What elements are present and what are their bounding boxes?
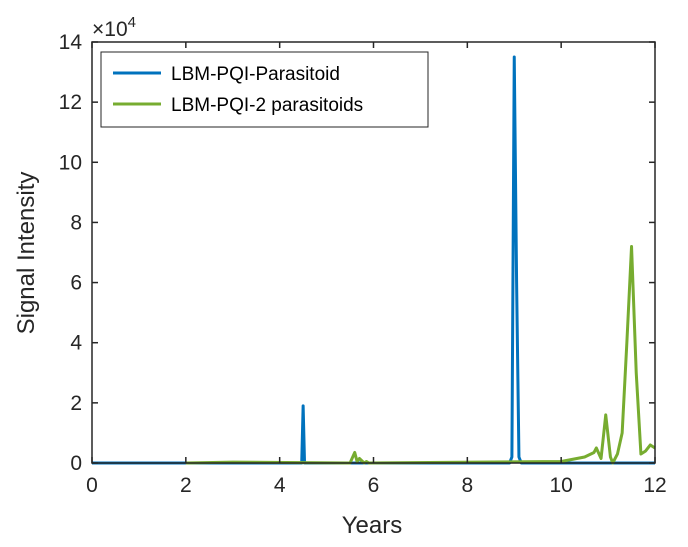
svg-text:×104: ×104 — [92, 14, 136, 41]
y-tick-label: 14 — [59, 31, 83, 54]
y-tick-label: 2 — [70, 392, 82, 415]
y-tick-label: 6 — [70, 272, 82, 295]
x-tick-label: 0 — [86, 474, 98, 497]
ticks-layer: 0 2 4 6 8 10 12 0 2 4 6 8 10 12 14 — [59, 31, 667, 497]
y-multiplier-exponent: 4 — [128, 14, 136, 31]
y-tick-label: 0 — [70, 452, 82, 475]
y-tick-label: 8 — [70, 211, 82, 234]
legend-label-2-parasitoids: LBM-PQI-2 parasitoids — [171, 95, 363, 116]
x-tick-label: 8 — [461, 474, 473, 497]
x-tick-label: 2 — [180, 474, 192, 497]
y-axis-label: Signal Intensity — [13, 172, 40, 335]
x-axis-label: Years — [342, 512, 403, 539]
x-tick-label: 4 — [274, 474, 286, 497]
series-line-2 — [185, 244, 656, 465]
legend: LBM-PQI-Parasitoid LBM-PQI-2 parasitoids — [100, 51, 429, 128]
x-tick-label: 12 — [643, 474, 666, 497]
x-tick-label: 6 — [368, 474, 380, 497]
y-multiplier-base: ×10 — [92, 18, 128, 41]
y-axis-multiplier: ×104 — [92, 14, 136, 41]
y-tick-label: 12 — [59, 91, 82, 114]
x-tick-label: 10 — [549, 474, 572, 497]
series-layer — [92, 55, 656, 465]
legend-label-parasitoid: LBM-PQI-Parasitoid — [171, 64, 340, 85]
y-tick-label: 4 — [70, 332, 82, 355]
series-line-1 — [92, 55, 655, 465]
legend-box — [100, 51, 429, 128]
y-tick-label: 10 — [59, 151, 82, 174]
